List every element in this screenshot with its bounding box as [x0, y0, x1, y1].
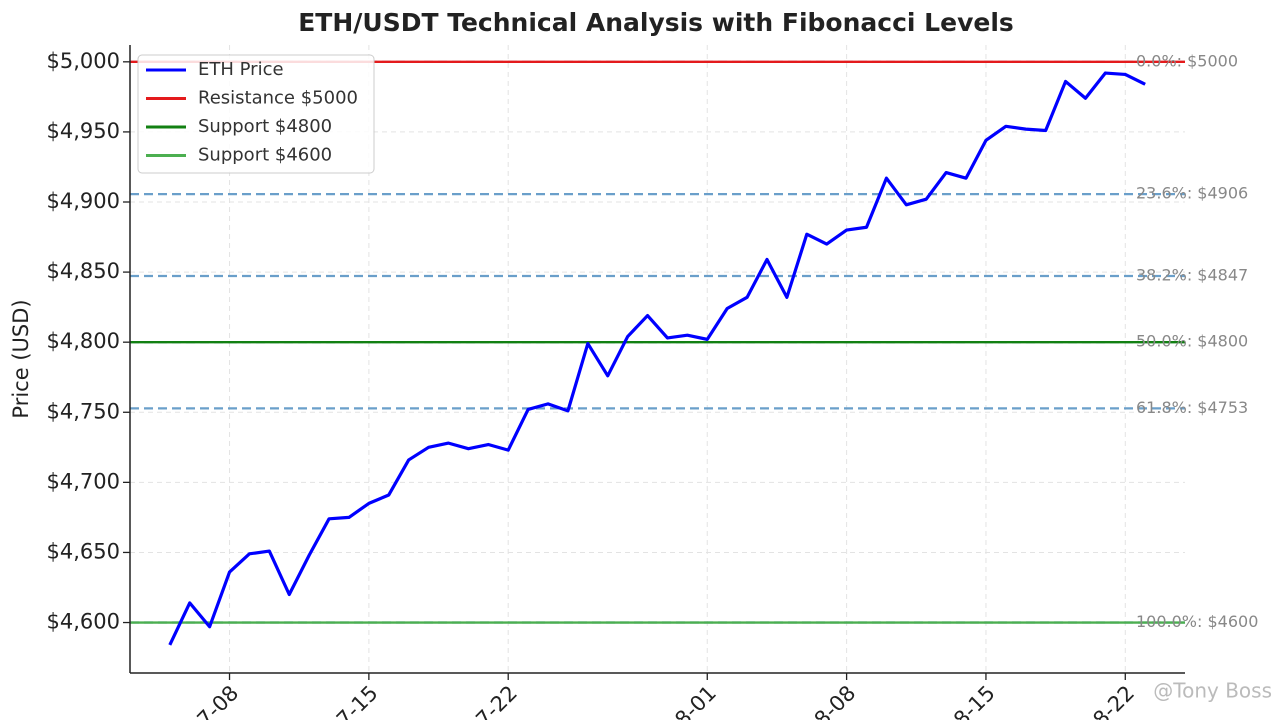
fib-label: 0.0%: $5000	[1136, 51, 1238, 70]
legend-label: Support $4600	[198, 145, 332, 166]
x-tick-label: 8-22	[1088, 681, 1139, 720]
x-tick-label: 8-01	[670, 681, 721, 720]
legend-box	[137, 54, 375, 174]
legend-label: Resistance $5000	[198, 88, 358, 109]
y-axis-label: Price (USD)	[9, 299, 33, 418]
y-tick-label: $4,900	[47, 189, 120, 213]
x-tick-label: 8-08	[810, 681, 861, 720]
x-tick-label: 7-15	[332, 681, 383, 720]
y-tick-label: $4,950	[47, 119, 120, 143]
fib-label: 23.6%: $4906	[1136, 184, 1248, 203]
y-tick-label: $4,750	[47, 399, 120, 423]
fib-label: 50.0%: $4800	[1136, 332, 1248, 351]
y-tick-label: $4,850	[47, 259, 120, 283]
fib-label: 61.8%: $4753	[1136, 398, 1248, 417]
x-tick-label: 7-08	[193, 681, 244, 720]
y-tick-label: $4,650	[47, 539, 120, 563]
price-line	[168, 71, 1146, 646]
x-tick-label: 7-22	[471, 681, 522, 720]
y-tick-label: $4,700	[47, 469, 120, 493]
legend-label: Support $4800	[198, 116, 332, 137]
x-tick-label: 8-15	[949, 681, 1000, 720]
legend-label: ETH Price	[198, 59, 284, 80]
chart-title: ETH/USDT Technical Analysis with Fibonac…	[298, 8, 1014, 37]
y-tick-label: $4,800	[47, 329, 120, 353]
fib-label: 38.2%: $4847	[1136, 266, 1248, 285]
y-tick-label: $4,600	[47, 610, 120, 634]
watermark: @Tony Boss	[1153, 679, 1272, 703]
y-tick-label: $5,000	[47, 49, 120, 73]
fib-label: 100.0%: $4600	[1136, 612, 1258, 631]
